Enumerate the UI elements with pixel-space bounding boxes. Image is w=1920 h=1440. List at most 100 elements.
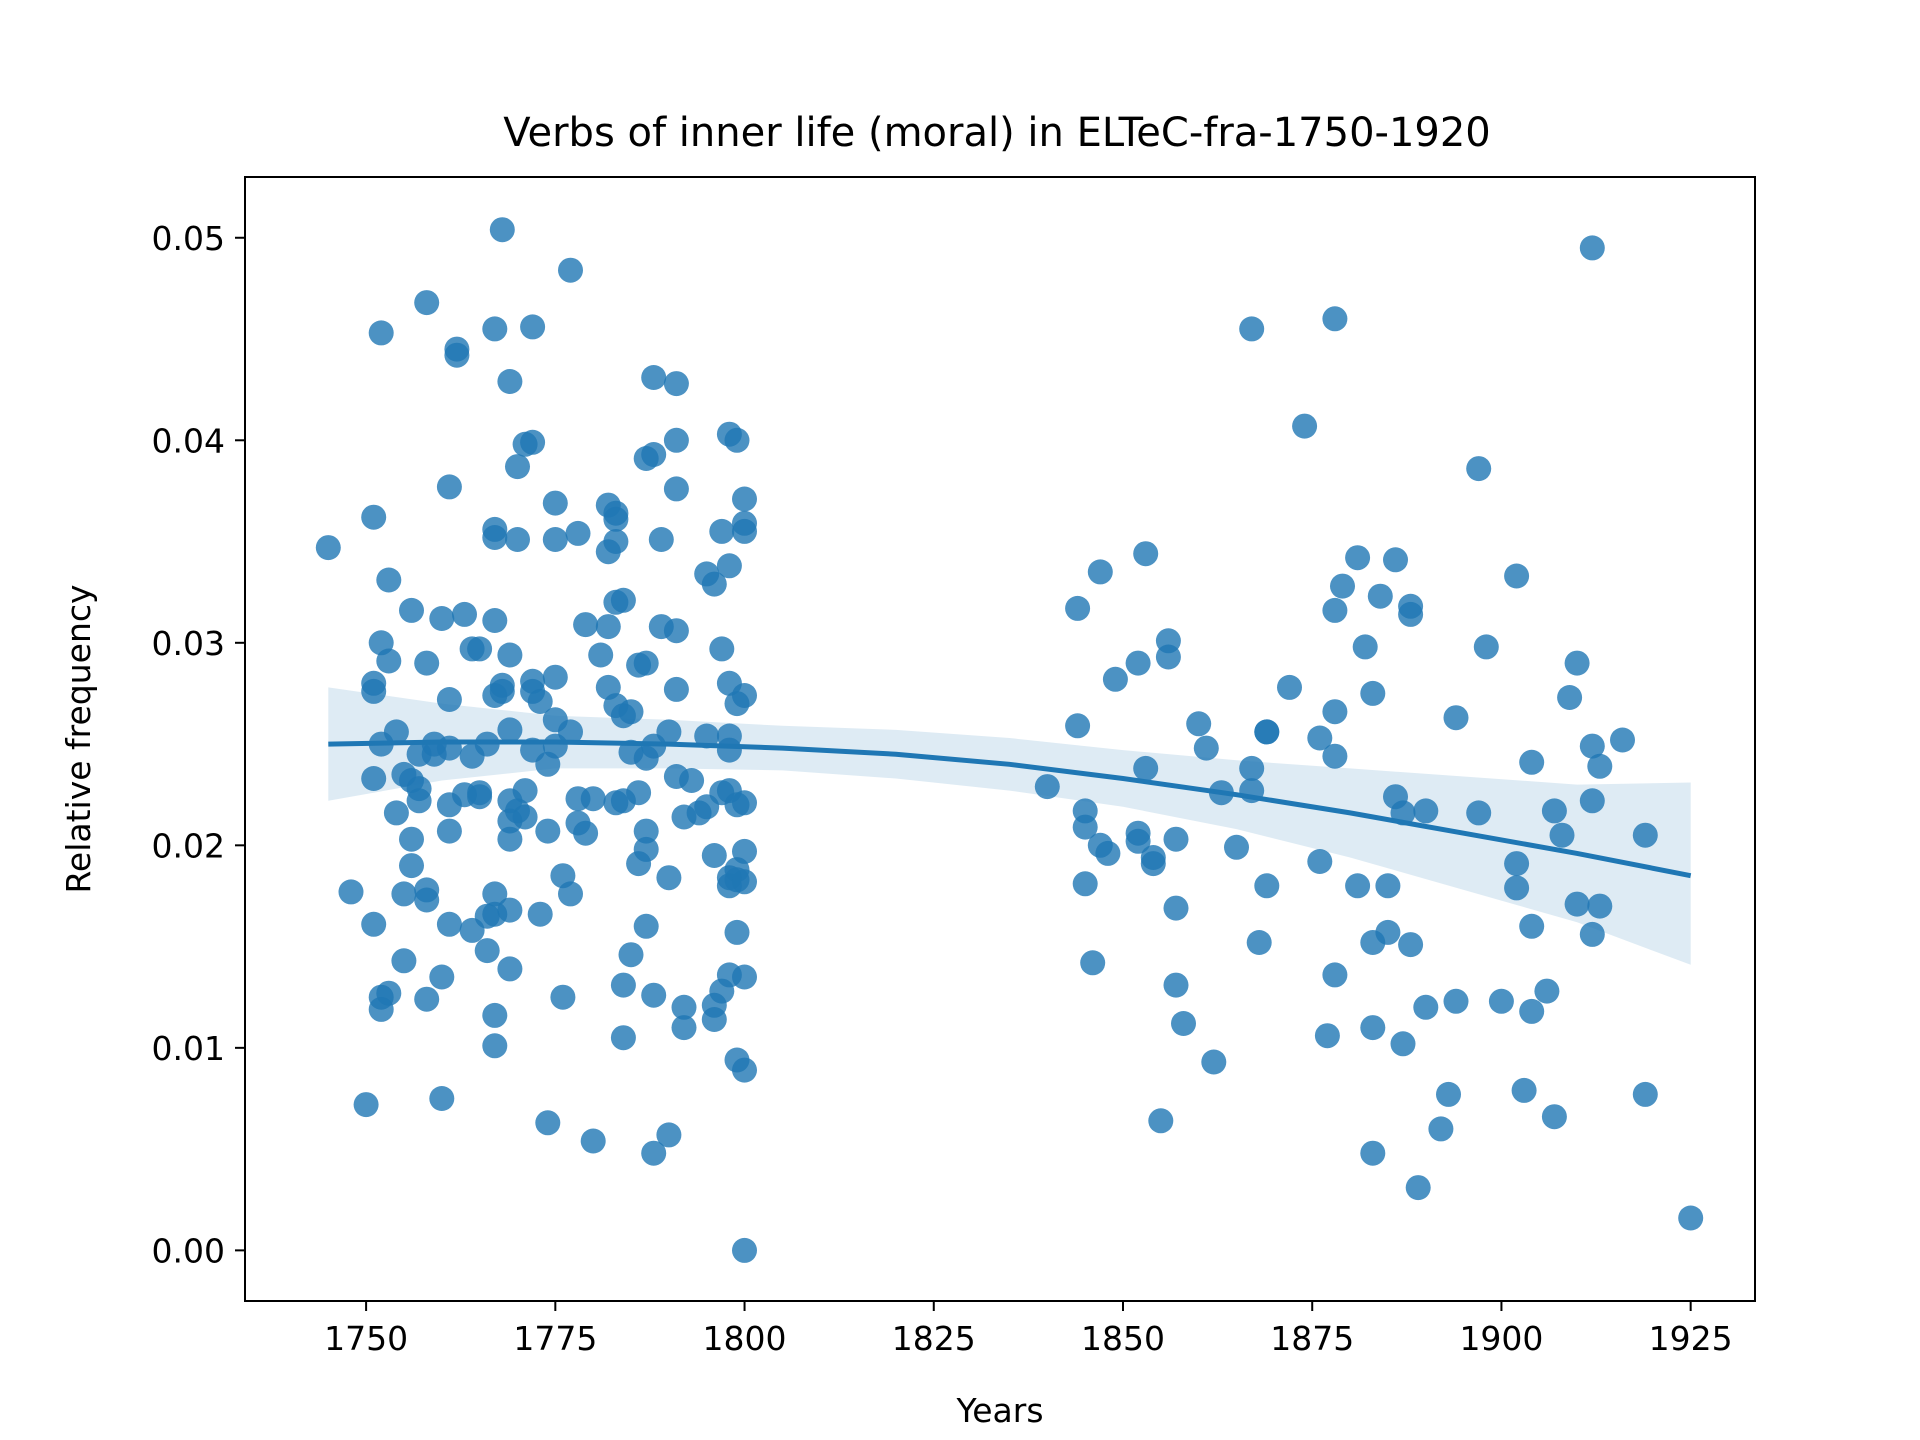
data-point	[1564, 650, 1590, 676]
data-point	[1239, 316, 1265, 342]
data-point	[663, 618, 689, 644]
data-point	[1579, 788, 1605, 814]
data-point	[701, 843, 727, 868]
data-point	[1314, 1023, 1340, 1049]
data-point	[414, 986, 440, 1012]
plot-area-frame	[244, 176, 1756, 1302]
y-tick-label: 0.00	[152, 1231, 225, 1270]
data-point	[1473, 634, 1499, 660]
data-point	[489, 217, 515, 243]
data-point	[1163, 972, 1189, 998]
data-point	[1140, 851, 1166, 877]
data-point	[1541, 1104, 1567, 1130]
data-point	[724, 919, 750, 945]
data-point	[732, 683, 757, 708]
data-point	[618, 699, 644, 725]
x-tick-label: 1875	[1270, 1319, 1354, 1358]
data-point	[436, 687, 462, 712]
data-point	[588, 642, 614, 668]
data-point	[1322, 962, 1348, 988]
data-point	[732, 518, 757, 544]
data-point	[595, 614, 621, 640]
data-point	[512, 778, 538, 804]
y-axis-label: Relative frequency	[59, 584, 98, 893]
data-point	[383, 800, 409, 826]
data-point	[656, 865, 682, 891]
data-point	[1352, 634, 1378, 660]
data-point	[467, 636, 493, 662]
data-point	[1375, 919, 1401, 945]
data-point	[1186, 711, 1212, 737]
confidence-band	[328, 687, 1691, 965]
data-point	[406, 788, 432, 814]
data-point	[1065, 595, 1091, 621]
data-point	[732, 869, 757, 895]
data-point	[656, 1122, 682, 1148]
data-point	[618, 942, 644, 968]
data-point	[580, 1128, 606, 1154]
data-point	[535, 818, 561, 844]
data-point	[535, 1110, 561, 1136]
data-point	[1254, 873, 1280, 899]
data-point	[497, 717, 523, 743]
data-point	[603, 506, 629, 532]
data-point	[1587, 753, 1613, 779]
data-point	[1632, 1081, 1658, 1107]
data-point	[565, 520, 591, 546]
data-point	[1610, 727, 1635, 753]
data-point	[444, 342, 470, 368]
data-point	[489, 678, 515, 704]
data-point	[361, 678, 387, 704]
data-point	[1322, 306, 1348, 332]
x-tick-label: 1800	[703, 1319, 787, 1358]
data-point	[315, 535, 341, 561]
data-point	[482, 1033, 508, 1059]
data-point	[1504, 851, 1530, 877]
data-point	[391, 948, 417, 974]
data-point	[361, 766, 387, 791]
y-tick-label: 0.01	[152, 1029, 225, 1068]
data-point	[1087, 559, 1113, 585]
data-point	[353, 1092, 379, 1118]
data-point	[399, 597, 424, 623]
data-point	[1436, 1081, 1461, 1107]
data-point	[383, 719, 409, 745]
data-point	[361, 504, 387, 530]
data-point	[338, 879, 364, 905]
data-point	[1504, 563, 1530, 589]
data-point	[701, 1007, 727, 1032]
data-point	[505, 527, 530, 552]
data-point	[1254, 719, 1280, 745]
data-point	[414, 887, 440, 913]
data-point	[709, 518, 735, 544]
data-point	[1579, 733, 1605, 759]
data-point	[482, 1002, 508, 1028]
data-point	[1148, 1108, 1174, 1134]
data-point	[1466, 456, 1492, 482]
data-point	[542, 490, 568, 516]
data-point	[626, 780, 652, 806]
data-point	[474, 938, 500, 964]
data-point	[429, 1086, 455, 1111]
data-point	[497, 897, 523, 923]
data-point	[1360, 1015, 1386, 1041]
x-axis-ticks: 1750 1775 1800 1825 1850 1875 1900 1925	[324, 1301, 1733, 1358]
data-point	[603, 529, 629, 554]
data-points-layer	[315, 217, 1704, 1263]
trend-line-layer	[328, 739, 1692, 879]
data-point	[1413, 798, 1439, 824]
data-point	[656, 719, 682, 745]
data-point	[1125, 828, 1151, 854]
data-point	[641, 365, 667, 390]
data-point	[1330, 573, 1355, 599]
data-point	[527, 901, 553, 927]
data-point	[391, 881, 417, 907]
y-tick-label: 0.02	[152, 826, 225, 865]
data-point	[1125, 650, 1151, 676]
x-tick-label: 1850	[1081, 1319, 1165, 1358]
y-tick-label: 0.05	[152, 219, 225, 258]
data-point	[641, 1140, 667, 1166]
data-point	[1488, 988, 1514, 1014]
data-point	[436, 474, 462, 500]
data-point	[414, 290, 440, 316]
